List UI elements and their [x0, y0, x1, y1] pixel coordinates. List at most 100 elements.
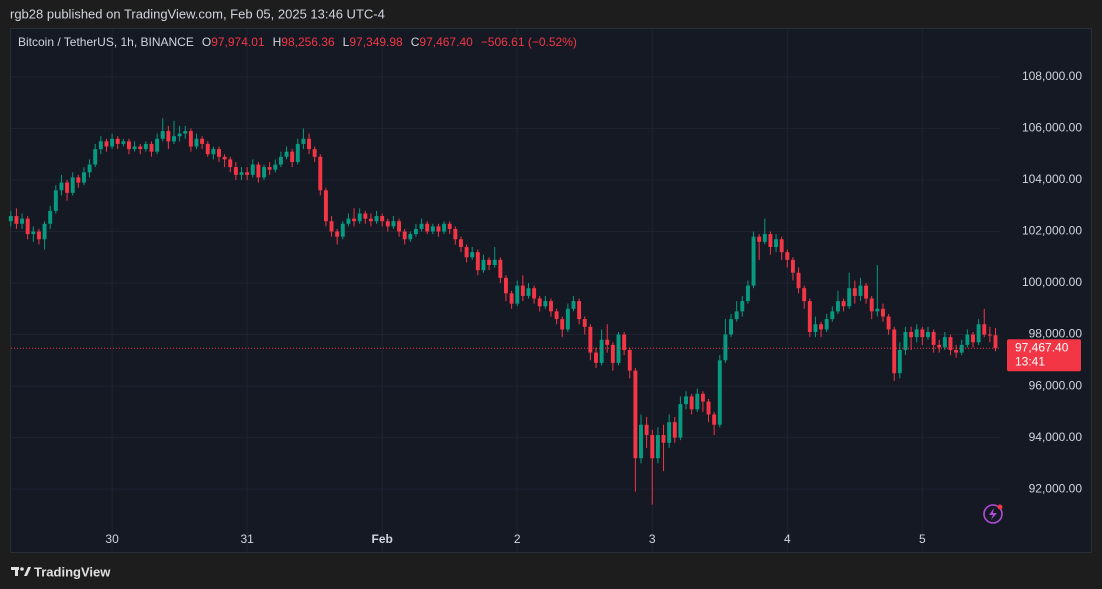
flash-icon[interactable]	[983, 504, 1003, 524]
candle-body	[667, 422, 672, 443]
ohlc-value: 97,349.98	[349, 35, 403, 49]
candle-body	[790, 259, 795, 273]
candle-body	[610, 344, 615, 363]
candles	[8, 118, 998, 505]
candle-body	[183, 131, 188, 134]
candle-body	[560, 319, 565, 330]
candle-body	[470, 252, 475, 258]
candle-body	[532, 288, 537, 299]
candle-body	[110, 138, 115, 147]
candle-body	[138, 146, 143, 150]
candle-body	[920, 329, 925, 338]
publisher-line: rgb28 published on TradingView.com, Feb …	[10, 6, 385, 21]
candle-body	[211, 149, 216, 155]
candle-body	[599, 339, 604, 363]
candle-body	[948, 337, 953, 351]
candle-body	[937, 344, 942, 348]
candle-body	[835, 301, 840, 312]
x-tick-label: 4	[784, 532, 791, 546]
y-tick-label: 108,000.00	[1022, 69, 1082, 83]
candle-body	[785, 252, 790, 260]
candle-body	[650, 435, 655, 459]
candle-body	[340, 223, 345, 237]
candle-body	[965, 334, 970, 345]
candle-body	[81, 172, 86, 183]
y-tick-label: 104,000.00	[1022, 172, 1082, 186]
candle-body	[571, 301, 576, 309]
brand[interactable]: TradingView	[34, 564, 111, 579]
y-tick-label: 98,000.00	[1029, 327, 1083, 341]
candle-body	[751, 236, 756, 286]
candle-body	[374, 216, 379, 222]
candle-body	[155, 138, 160, 152]
candle-body	[954, 350, 959, 353]
candle-body	[627, 350, 632, 371]
candle-body	[819, 324, 824, 330]
candle-body	[284, 151, 289, 157]
candle-body	[301, 138, 306, 144]
candle-body	[577, 301, 582, 320]
candle-body	[987, 334, 992, 336]
candle-body	[605, 339, 610, 345]
candle-body	[492, 259, 497, 266]
candle-body	[278, 156, 283, 165]
candle-body	[93, 149, 98, 165]
candle-body	[397, 221, 402, 232]
candle-body	[976, 324, 981, 343]
candle-body	[886, 316, 891, 330]
candle-body	[712, 414, 717, 425]
candle-body	[796, 272, 801, 289]
candle-body	[166, 131, 171, 142]
candle-body	[121, 141, 126, 144]
candle-body	[312, 149, 317, 157]
candle-body	[256, 164, 261, 178]
candle-body	[684, 396, 688, 405]
candle-body	[200, 138, 205, 144]
candle-body	[655, 435, 660, 459]
candle-body	[363, 213, 368, 219]
candle-body	[982, 324, 987, 335]
candle-body	[262, 167, 266, 178]
candle-body	[335, 231, 340, 237]
candle-body	[644, 424, 649, 436]
candle-body	[245, 172, 250, 175]
candle-body	[616, 334, 621, 363]
candle-body	[453, 228, 458, 240]
candle-body	[329, 221, 334, 232]
ohlc-value: 98,256.36	[281, 35, 335, 49]
candle-body	[352, 218, 357, 222]
candle-body	[239, 172, 244, 175]
candle-body	[830, 311, 835, 320]
candle-body	[903, 331, 908, 351]
candle-body	[926, 331, 930, 338]
candle-body	[48, 210, 53, 224]
candle-body	[869, 298, 874, 312]
chart-panel	[10, 28, 1092, 553]
candle-body	[678, 404, 683, 438]
candle-body	[515, 285, 520, 304]
candle-body	[526, 288, 531, 296]
candle-body	[177, 133, 182, 137]
candle-body	[909, 331, 914, 338]
candle-body	[391, 221, 396, 227]
candle-body	[53, 190, 58, 211]
last-price-label: 97,467.40	[1015, 340, 1069, 354]
candle-body	[594, 352, 598, 363]
candle-body	[228, 159, 233, 168]
candle-body	[380, 216, 385, 222]
candle-body	[875, 308, 880, 312]
candle-body	[267, 167, 272, 170]
candle-body	[892, 329, 897, 374]
candle-body	[700, 393, 705, 402]
candle-body	[723, 334, 728, 361]
candle-body	[464, 246, 469, 258]
candle-body	[357, 213, 362, 222]
x-tick-label: 2	[514, 532, 521, 546]
candle-body	[813, 324, 818, 332]
grid	[11, 29, 1000, 551]
y-tick-label: 92,000.00	[1029, 481, 1083, 495]
candle-body	[757, 236, 762, 242]
y-tick-label: 94,000.00	[1029, 430, 1083, 444]
candle-body	[622, 334, 627, 351]
